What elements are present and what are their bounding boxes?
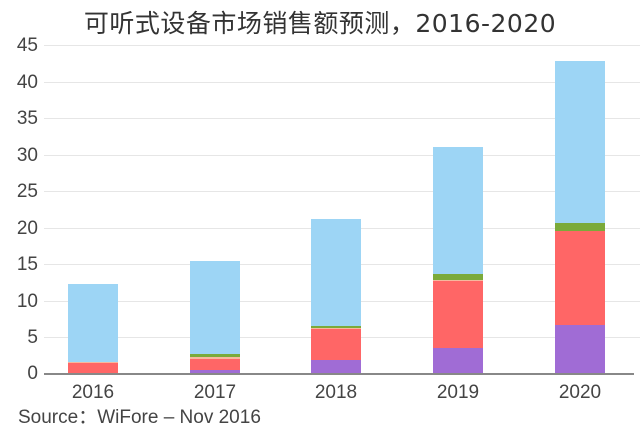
bar-segment-purple <box>433 348 483 374</box>
y-tick-label: 45 <box>16 35 38 56</box>
y-tick-label: 15 <box>16 254 38 275</box>
y-tick-label: 5 <box>27 327 38 348</box>
bar-segment-red <box>433 281 483 349</box>
bar-segment-green <box>555 222 605 232</box>
y-tick-label: 25 <box>16 181 38 202</box>
x-tick-label: 2018 <box>314 382 358 403</box>
bar-segment-peach <box>190 357 240 360</box>
gridline-25 <box>44 191 640 192</box>
bar-segment-blue <box>433 147 483 274</box>
gridline-40 <box>44 82 640 83</box>
gridline-30 <box>44 155 640 156</box>
bar-segment-purple <box>311 360 361 374</box>
x-tick-label: 2019 <box>436 382 480 403</box>
bar-segment-red <box>555 231 605 325</box>
source-note: Source：WiFore – Nov 2016 <box>18 407 261 428</box>
y-tick-label: 10 <box>16 291 38 312</box>
bar-segment-green <box>190 354 240 358</box>
bar-segment-purple <box>190 370 240 374</box>
bar-segment-blue <box>311 219 361 326</box>
bar-segment-peach <box>433 279 483 282</box>
bar-segment-green <box>433 273 483 280</box>
gridline-35 <box>44 118 640 119</box>
x-axis-line <box>44 373 634 375</box>
y-tick-label: 30 <box>16 145 38 166</box>
bar-segment-blue <box>555 61 605 223</box>
chart-title: 可听式设备市场销售额预测，2016-2020 <box>83 9 557 38</box>
bar-segment-red <box>68 363 118 374</box>
bar-segment-red <box>190 359 240 371</box>
bar-segment-green <box>311 325 361 328</box>
bar-segment-purple <box>555 325 605 374</box>
y-tick-label: 40 <box>16 72 38 93</box>
x-tick-label: 2020 <box>558 382 602 403</box>
bar-segment-peach <box>68 361 118 364</box>
bar-segment-peach <box>311 327 361 330</box>
y-tick-label: 0 <box>27 363 38 384</box>
bar-segment-blue <box>190 261 240 355</box>
gridline-45 <box>44 45 640 46</box>
bar-segment-red <box>311 329 361 361</box>
x-tick-label: 2017 <box>193 382 237 403</box>
y-tick-label: 35 <box>16 108 38 129</box>
bar-segment-blue <box>68 284 118 362</box>
y-tick-label: 20 <box>16 218 38 239</box>
x-tick-label: 2016 <box>71 382 115 403</box>
